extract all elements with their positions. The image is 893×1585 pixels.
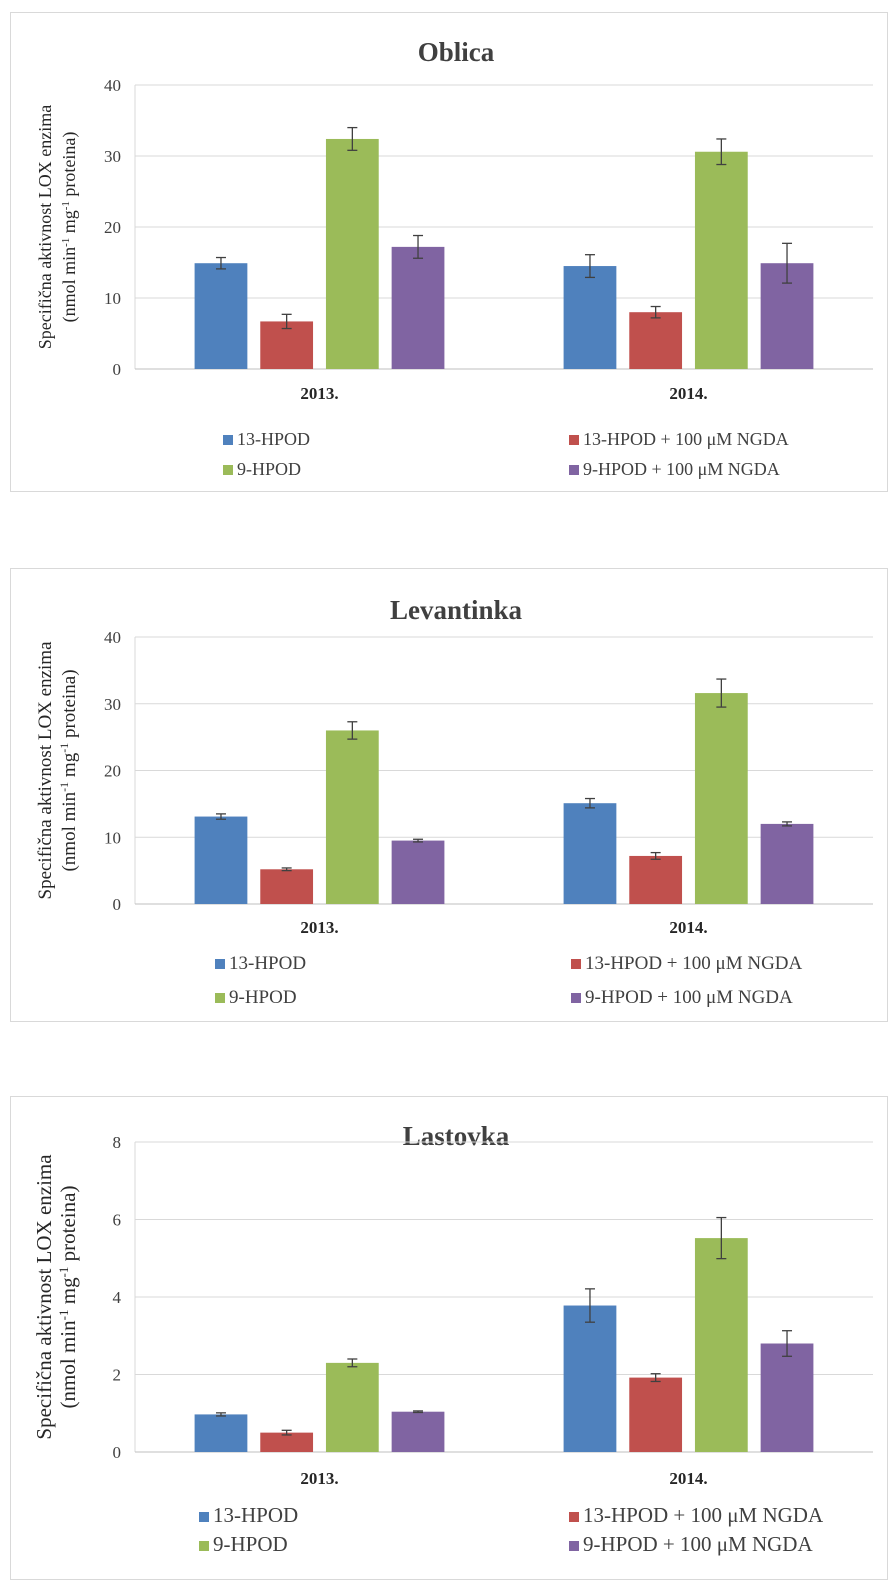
legend-label: 13-HPOD xyxy=(229,953,306,974)
bar xyxy=(694,151,748,369)
legend-swatch xyxy=(215,993,225,1003)
chart-svg: Oblica 0 10 20 30 40 2013. 2014. Specifična akti… xyxy=(35,37,873,479)
y-tick-label: 2 xyxy=(113,1366,122,1385)
chart-title: Lastovka xyxy=(403,1121,510,1151)
y-axis-label-units: (nmol min-1 mg-1 proteina) xyxy=(56,1186,81,1409)
bar xyxy=(325,1362,379,1452)
y-axis-label-superscript: -1 xyxy=(57,782,71,792)
y-axis-label-part: (nmol min xyxy=(59,791,80,871)
y-axis-label-part: (nmol min xyxy=(59,247,80,323)
bar xyxy=(260,1432,314,1452)
bar xyxy=(563,266,617,369)
chart-title: Oblica xyxy=(418,37,495,67)
bar xyxy=(694,693,748,904)
legend-label: 13-HPOD + 100 μM NGDA xyxy=(583,429,789,449)
x-category-label: 2013. xyxy=(300,918,338,937)
bar xyxy=(629,1377,683,1452)
legend-swatch xyxy=(199,1512,209,1522)
legend-label: 9-HPOD xyxy=(213,1532,288,1556)
y-tick-label: 0 xyxy=(113,360,122,379)
y-tick-label: 0 xyxy=(113,1443,122,1462)
chart-svg: Levantinka 0 10 20 30 40 2013. 2014. Specifična … xyxy=(35,595,873,1008)
bar xyxy=(391,246,445,369)
y-axis-label-units: (nmol min-1 mg-1 proteina) xyxy=(57,669,80,871)
y-tick-label: 8 xyxy=(113,1133,122,1152)
chart-panel-oblica: Oblica 0 10 20 30 40 2013. 2014. Specifična akti… xyxy=(10,12,888,492)
y-tick-label: 6 xyxy=(113,1211,122,1230)
y-tick-label: 20 xyxy=(104,762,121,781)
legend-swatch xyxy=(569,1541,579,1551)
legend-swatch xyxy=(571,959,581,969)
bar xyxy=(563,803,617,904)
x-category-label: 2014. xyxy=(669,384,707,403)
y-axis-label-part: mg xyxy=(56,1277,80,1310)
chart-panel-lastovka: Lastovka 0 2 4 6 8 2013. 2014. Specifična aktivn… xyxy=(10,1096,888,1580)
bar xyxy=(325,730,379,904)
bar xyxy=(260,321,314,369)
y-tick-label: 40 xyxy=(104,76,121,95)
legend-swatch xyxy=(569,1512,579,1522)
bar xyxy=(629,855,683,904)
bar xyxy=(194,1414,248,1452)
bar xyxy=(325,138,379,369)
legend-label: 9-HPOD + 100 μM NGDA xyxy=(585,987,793,1008)
y-axis-label-part: (nmol min xyxy=(56,1320,80,1409)
bar xyxy=(260,869,314,904)
bar xyxy=(391,1411,445,1452)
bar xyxy=(694,1238,748,1452)
y-tick-label: 10 xyxy=(104,828,121,847)
y-axis-label-superscript: -1 xyxy=(60,238,72,247)
y-axis-label-part: proteina) xyxy=(59,669,80,742)
legend-label: 9-HPOD xyxy=(237,459,301,479)
y-axis-label-units: (nmol min-1 mg-1 proteina) xyxy=(59,132,80,323)
y-axis-label-superscript: -1 xyxy=(57,743,71,753)
legend-label: 9-HPOD + 100 μM NGDA xyxy=(583,459,780,479)
chart-panel-levantinka: Levantinka 0 10 20 30 40 2013. 2014. Specifična … xyxy=(10,568,888,1022)
y-axis-label-part: proteina) xyxy=(59,132,80,201)
y-axis-label-part: mg xyxy=(59,210,79,238)
y-tick-label: 30 xyxy=(104,695,121,714)
y-axis-label-superscript: -1 xyxy=(56,1267,71,1278)
chart-svg: Lastovka 0 2 4 6 8 2013. 2014. Specifična aktivn… xyxy=(32,1121,873,1556)
legend-swatch xyxy=(223,465,233,475)
y-axis-label: Specifična aktivnost LOX enzima xyxy=(32,1154,56,1440)
y-axis-label-superscript: -1 xyxy=(56,1310,71,1321)
legend-label: 13-HPOD + 100 μM NGDA xyxy=(585,953,803,974)
legend-label: 13-HPOD xyxy=(213,1503,298,1527)
x-category-label: 2013. xyxy=(300,384,338,403)
bar xyxy=(391,840,445,904)
y-tick-label: 10 xyxy=(104,289,121,308)
bar xyxy=(629,312,683,369)
legend-swatch xyxy=(569,435,579,445)
legend-label: 13-HPOD xyxy=(237,429,310,449)
legend-label: 13-HPOD + 100 μM NGDA xyxy=(583,1503,824,1527)
y-tick-label: 20 xyxy=(104,218,121,237)
bar xyxy=(194,263,248,369)
y-axis-label: Specifična aktivnost LOX enzima xyxy=(35,105,55,349)
chart-title: Levantinka xyxy=(390,595,523,625)
y-tick-label: 4 xyxy=(113,1288,122,1307)
legend-swatch xyxy=(223,435,233,445)
y-tick-label: 30 xyxy=(104,147,121,166)
y-axis-label-superscript: -1 xyxy=(60,201,72,210)
legend-label: 9-HPOD xyxy=(229,987,297,1008)
legend-swatch xyxy=(199,1541,209,1551)
bar xyxy=(194,816,248,904)
y-tick-label: 40 xyxy=(104,628,121,647)
legend-label: 9-HPOD + 100 μM NGDA xyxy=(583,1532,813,1556)
bar xyxy=(760,1343,814,1452)
legend-swatch xyxy=(569,465,579,475)
bar xyxy=(760,823,814,904)
y-tick-label: 0 xyxy=(113,895,122,914)
x-category-label: 2013. xyxy=(300,1469,338,1488)
x-category-label: 2014. xyxy=(669,1469,707,1488)
legend-swatch xyxy=(571,993,581,1003)
legend-swatch xyxy=(215,959,225,969)
x-category-label: 2014. xyxy=(669,918,707,937)
y-axis-label: Specifična aktivnost LOX enzima xyxy=(35,641,56,900)
bar xyxy=(563,1305,617,1452)
y-axis-label-part: mg xyxy=(59,752,80,782)
y-axis-label-part: proteina) xyxy=(56,1186,80,1267)
